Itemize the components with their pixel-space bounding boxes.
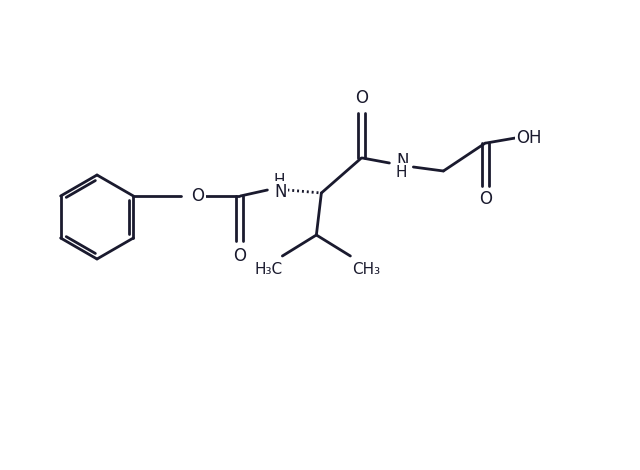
Text: OH: OH [516, 129, 542, 147]
Text: O: O [355, 89, 368, 107]
Text: O: O [479, 190, 492, 208]
Text: H₃C: H₃C [254, 263, 282, 277]
Text: CH₃: CH₃ [352, 263, 380, 277]
Text: O: O [233, 247, 246, 265]
Text: N: N [274, 183, 287, 201]
Text: H: H [274, 172, 285, 188]
Text: O: O [191, 187, 204, 205]
Text: N: N [396, 152, 408, 170]
Text: H: H [396, 164, 407, 180]
